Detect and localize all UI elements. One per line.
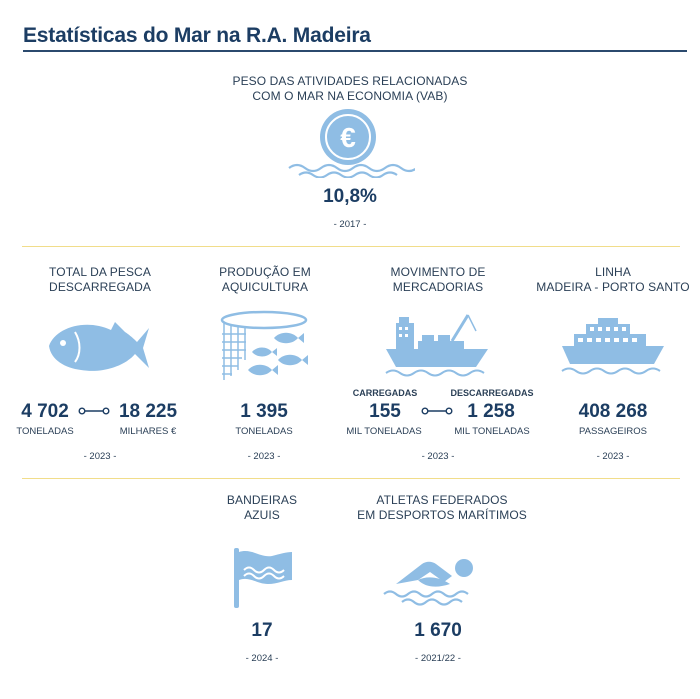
linha-unit: PASSAGEIROS bbox=[579, 426, 647, 437]
blue-flag-icon bbox=[232, 546, 294, 610]
mercadorias-unit1: MIL TONELADAS bbox=[346, 426, 422, 437]
bandeiras-year: - 2024 - bbox=[245, 653, 279, 664]
linha-caption: LINHA MADEIRA - PORTO SANTO bbox=[530, 265, 696, 295]
mercadorias-caption-line1: MOVIMENTO DE bbox=[390, 265, 486, 279]
mercadorias-label1: CARREGADAS bbox=[352, 388, 418, 398]
linha-year: - 2023 - bbox=[596, 451, 630, 462]
mercadorias-label2: DESCARREGADAS bbox=[450, 388, 534, 398]
vab-caption: PESO DAS ATIVIDADES RELACIONADAS COM O M… bbox=[200, 74, 500, 104]
aquicultura-value: 1 395 bbox=[240, 401, 288, 422]
fish-icon bbox=[45, 316, 151, 374]
svg-text:€: € bbox=[340, 122, 356, 153]
pesca-caption-line1: TOTAL DA PESCA bbox=[49, 265, 151, 279]
atletas-caption-line1: ATLETAS FEDERADOS bbox=[376, 493, 508, 507]
atletas-year: - 2021/22 - bbox=[415, 653, 461, 664]
title-divider bbox=[23, 50, 687, 52]
pesca-unit1: TONELADAS bbox=[16, 426, 74, 437]
linha-caption-line2: MADEIRA - PORTO SANTO bbox=[536, 280, 690, 294]
page-title: Estatísticas do Mar na R.A. Madeira bbox=[23, 24, 371, 47]
atletas-value: 1 670 bbox=[414, 620, 462, 641]
linha-caption-line1: LINHA bbox=[595, 265, 631, 279]
mercadorias-unit2: MIL TONELADAS bbox=[454, 426, 530, 437]
mercadorias-value1: 155 bbox=[369, 401, 401, 422]
bandeiras-caption-line2: AZUIS bbox=[244, 508, 280, 522]
section-divider-1 bbox=[22, 246, 680, 247]
mercadorias-caption: MOVIMENTO DE MERCADORIAS bbox=[365, 265, 511, 295]
atletas-caption-line2: EM DESPORTOS MARÍTIMOS bbox=[357, 508, 527, 522]
pesca-caption: TOTAL DA PESCA DESCARREGADA bbox=[15, 265, 185, 295]
aquicultura-year: - 2023 - bbox=[247, 451, 281, 462]
pesca-unit2: MILHARES € bbox=[119, 426, 177, 437]
connector-icon bbox=[421, 405, 453, 417]
bandeiras-caption-line1: BANDEIRAS bbox=[226, 493, 298, 507]
pesca-year: - 2023 - bbox=[83, 451, 117, 462]
section-divider-2 bbox=[22, 478, 680, 479]
aquicultura-caption-line2: AQUICULTURA bbox=[221, 280, 309, 294]
bandeiras-value: 17 bbox=[251, 620, 273, 641]
pesca-caption-line2: DESCARREGADA bbox=[49, 280, 151, 294]
aquicultura-unit: TONELADAS bbox=[235, 426, 293, 437]
linha-value: 408 268 bbox=[578, 401, 648, 422]
fish-net-icon bbox=[216, 308, 312, 384]
swimmer-icon bbox=[382, 552, 478, 606]
connector-icon bbox=[78, 405, 110, 417]
aquicultura-caption-line1: PRODUÇÃO EM bbox=[219, 265, 311, 279]
euro-coin-waves-icon: € bbox=[285, 106, 415, 178]
vab-value: 10,8% bbox=[323, 186, 377, 207]
atletas-caption: ATLETAS FEDERADOS EM DESPORTOS MARÍTIMOS bbox=[340, 493, 544, 523]
bandeiras-caption: BANDEIRAS AZUIS bbox=[208, 493, 316, 523]
vab-year: - 2017 - bbox=[333, 219, 367, 230]
pesca-value1: 4 702 bbox=[21, 401, 69, 422]
cargo-ship-icon bbox=[384, 311, 494, 377]
ferry-icon bbox=[560, 314, 666, 376]
vab-caption-line2: COM O MAR NA ECONOMIA (VAB) bbox=[252, 89, 448, 103]
pesca-value2: 18 225 bbox=[118, 401, 178, 422]
mercadorias-caption-line2: MERCADORIAS bbox=[392, 280, 484, 294]
aquicultura-caption: PRODUÇÃO EM AQUICULTURA bbox=[195, 265, 335, 295]
mercadorias-year: - 2023 - bbox=[421, 451, 455, 462]
mercadorias-value2: 1 258 bbox=[467, 401, 515, 422]
vab-caption-line1: PESO DAS ATIVIDADES RELACIONADAS bbox=[232, 74, 468, 88]
